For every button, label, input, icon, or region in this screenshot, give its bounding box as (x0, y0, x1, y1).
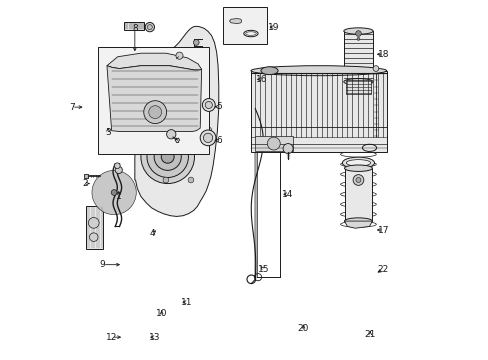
Polygon shape (135, 26, 218, 216)
Circle shape (193, 40, 199, 45)
Circle shape (200, 130, 216, 146)
Text: 5: 5 (216, 102, 221, 111)
Circle shape (99, 177, 129, 208)
Text: 16: 16 (255, 75, 266, 84)
Text: 14: 14 (282, 190, 293, 199)
Text: 7: 7 (69, 103, 75, 112)
Polygon shape (107, 66, 201, 131)
Text: 18: 18 (377, 50, 389, 59)
Circle shape (202, 49, 207, 54)
Circle shape (188, 177, 193, 183)
Circle shape (163, 177, 168, 183)
Circle shape (92, 170, 136, 215)
Bar (254, 136, 292, 151)
Ellipse shape (250, 66, 386, 76)
Text: 8: 8 (132, 24, 138, 33)
Text: 13: 13 (148, 333, 160, 342)
Circle shape (89, 233, 98, 242)
Ellipse shape (261, 67, 278, 75)
Circle shape (141, 130, 194, 184)
Circle shape (154, 143, 181, 170)
Circle shape (356, 37, 359, 40)
Circle shape (166, 130, 176, 139)
Text: 10: 10 (156, 310, 167, 319)
Text: 6: 6 (216, 136, 221, 145)
Circle shape (115, 166, 122, 174)
Circle shape (114, 163, 120, 168)
Circle shape (142, 127, 147, 133)
Text: 2: 2 (82, 179, 88, 188)
Circle shape (355, 31, 361, 36)
Bar (344, 168, 372, 221)
Text: 21: 21 (364, 330, 375, 339)
Polygon shape (107, 53, 201, 70)
Bar (343, 31, 372, 82)
Ellipse shape (344, 165, 372, 171)
Circle shape (372, 66, 378, 71)
Text: 20: 20 (297, 324, 308, 333)
Text: 22: 22 (377, 265, 388, 274)
Circle shape (103, 181, 125, 204)
Circle shape (96, 175, 132, 210)
Circle shape (145, 22, 154, 32)
Circle shape (165, 68, 188, 91)
Bar (346, 80, 370, 94)
Circle shape (205, 127, 211, 133)
Circle shape (352, 175, 363, 185)
Polygon shape (229, 18, 241, 23)
Ellipse shape (346, 159, 370, 166)
Circle shape (355, 177, 360, 183)
Circle shape (159, 63, 193, 97)
Ellipse shape (344, 218, 372, 224)
Ellipse shape (343, 78, 372, 85)
Circle shape (176, 52, 183, 59)
Circle shape (111, 190, 117, 195)
Ellipse shape (342, 157, 374, 168)
Bar (85, 206, 102, 249)
Circle shape (171, 74, 182, 86)
Text: 11: 11 (181, 298, 192, 307)
Polygon shape (344, 221, 372, 228)
Text: 12: 12 (106, 333, 117, 342)
Text: 17: 17 (377, 225, 389, 234)
Text: 9: 9 (100, 260, 105, 269)
Circle shape (143, 101, 166, 123)
Circle shape (203, 133, 212, 143)
Bar (84, 174, 88, 178)
Circle shape (154, 58, 198, 102)
Circle shape (205, 102, 212, 109)
Circle shape (147, 136, 188, 177)
Circle shape (101, 179, 127, 206)
Circle shape (105, 184, 123, 202)
Circle shape (202, 99, 215, 111)
Circle shape (267, 137, 280, 150)
Bar (223, 7, 266, 44)
Circle shape (148, 106, 162, 118)
Circle shape (147, 24, 152, 30)
Bar (250, 71, 386, 152)
Bar (124, 22, 144, 30)
Text: 4: 4 (150, 229, 155, 238)
Text: 3: 3 (105, 129, 111, 138)
Text: 19: 19 (267, 23, 279, 32)
Circle shape (94, 172, 134, 212)
Bar (98, 47, 208, 154)
Circle shape (145, 49, 151, 54)
Circle shape (161, 150, 174, 163)
Text: 15: 15 (257, 265, 268, 274)
Circle shape (283, 144, 292, 154)
Ellipse shape (343, 28, 372, 34)
Text: 1: 1 (116, 192, 122, 201)
Circle shape (88, 217, 99, 228)
